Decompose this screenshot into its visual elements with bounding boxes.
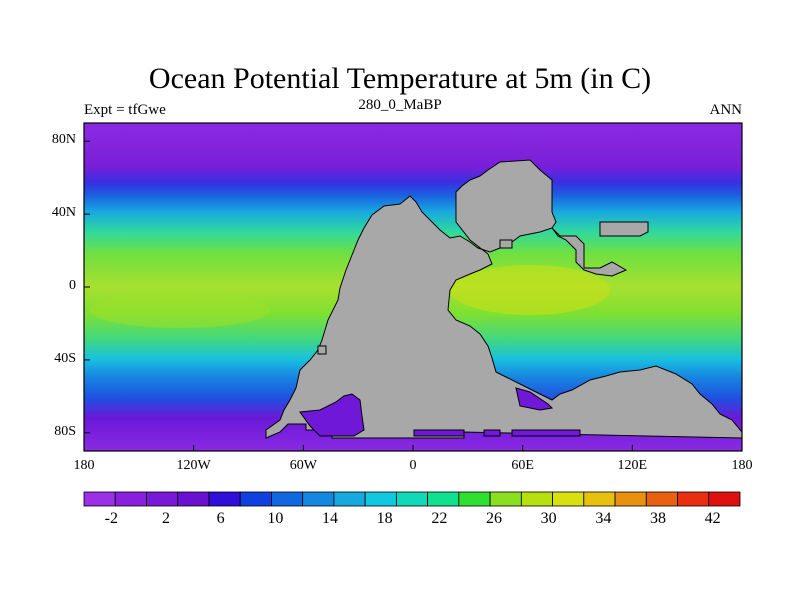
- colorbar-swatch: [83, 491, 116, 507]
- colorbar-swatch: [177, 491, 210, 507]
- colorbar-tick-label: 42: [704, 510, 721, 527]
- x-tick-label: 60W: [289, 458, 317, 473]
- colorbar-swatch: [114, 491, 147, 507]
- colorbar-swatch: [302, 491, 335, 507]
- y-tick-label: 0: [69, 278, 76, 293]
- colorbar-swatch: [208, 491, 241, 507]
- warm-pool: [450, 265, 610, 315]
- colorbar-tick-label: 26: [486, 510, 502, 527]
- colorbar-swatch: [146, 491, 179, 507]
- period-label: 280_0_MaBP: [358, 97, 442, 113]
- colorbar-swatch: [333, 491, 366, 507]
- x-tick-label: 120E: [617, 458, 648, 473]
- warm-pool-pacific: [90, 292, 270, 328]
- colorbar-swatch: [677, 491, 710, 507]
- season-label: ANN: [709, 102, 743, 118]
- colorbar-swatch: [271, 491, 304, 507]
- colorbar-swatch: [614, 491, 647, 507]
- colorbar-swatch: [489, 491, 522, 507]
- land-mass: [265, 159, 743, 439]
- x-tick-label: 0: [409, 458, 417, 473]
- y-tick-label: 40S: [54, 350, 76, 366]
- experiment-label: Expt = tfGwe: [84, 102, 166, 118]
- map-title: Ocean Potential Temperature at 5m (in C): [148, 62, 652, 95]
- polar-ice-patches: [299, 387, 581, 437]
- x-tick-label: 180: [731, 458, 753, 473]
- colorbar-tick-label: 38: [650, 510, 666, 527]
- colorbar-swatch: [520, 491, 553, 507]
- colorbar-swatch: [458, 491, 491, 507]
- y-tick-label: 80S: [54, 423, 76, 439]
- colorbar-swatch: [239, 491, 272, 507]
- colorbar-tick-label: 18: [376, 510, 393, 527]
- colorbar-swatch: [708, 491, 741, 507]
- x-tick-label: 180: [73, 458, 95, 473]
- colorbar-swatch: [395, 491, 429, 507]
- colorbar-swatch: [427, 491, 460, 507]
- colorbar-swatch: [552, 491, 585, 507]
- colorbar-swatch: [583, 491, 616, 507]
- colorbar: [83, 491, 741, 507]
- x-tick-label: 120W: [176, 458, 211, 473]
- colorbar-tick-label: 22: [431, 510, 448, 527]
- colorbar-tick-label: 14: [322, 510, 338, 527]
- x-tick-label: 60E: [511, 458, 534, 473]
- colorbar-tick-label: -2: [104, 510, 118, 527]
- colorbar-tick-label: 30: [540, 510, 557, 527]
- y-tick-label: 40N: [51, 205, 76, 221]
- colorbar-tick-label: 10: [267, 510, 284, 527]
- axis-ticks: [83, 140, 743, 451]
- colorbar-swatch: [364, 491, 397, 507]
- colorbar-tick-label: 34: [595, 510, 612, 527]
- colorbar-swatch: [645, 491, 678, 507]
- colorbar-tick-label: 6: [216, 510, 225, 527]
- y-tick-label: 80N: [51, 132, 76, 148]
- colorbar-tick-label: 2: [162, 510, 170, 527]
